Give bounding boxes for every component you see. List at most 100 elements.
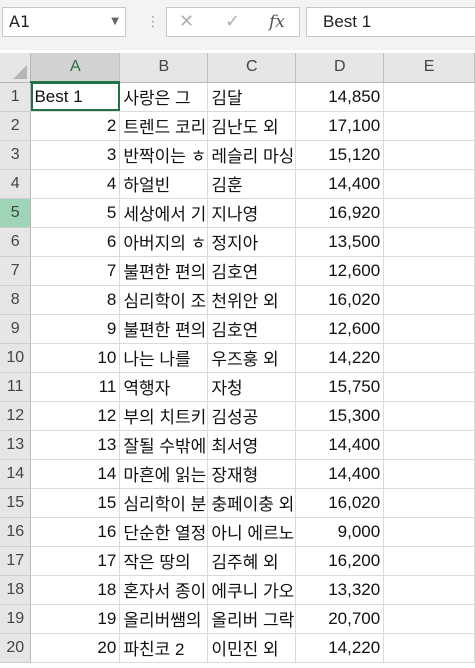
cell-d13[interactable]: 14,400: [295, 430, 385, 460]
name-box[interactable]: A1 ▼: [2, 7, 126, 37]
cell-e3[interactable]: [383, 140, 475, 170]
cell-a6[interactable]: 6: [30, 227, 121, 257]
column-header-e[interactable]: E: [383, 53, 475, 83]
cell-e2[interactable]: [383, 111, 475, 141]
cell-d12[interactable]: 15,300: [295, 401, 385, 431]
cell-c15[interactable]: 충페이충 외: [207, 488, 297, 518]
cell-b16[interactable]: 단순한 열정: [119, 517, 209, 547]
cell-b6[interactable]: 아버지의 ㅎ: [119, 227, 209, 257]
row-header[interactable]: 16: [0, 517, 32, 547]
row-header[interactable]: 13: [0, 430, 32, 460]
cell-a16[interactable]: 16: [30, 517, 121, 547]
cell-a11[interactable]: 11: [30, 372, 121, 402]
cell-a5[interactable]: 5: [30, 198, 121, 228]
row-header[interactable]: 4: [0, 169, 32, 199]
cell-a18[interactable]: 18: [30, 575, 121, 605]
chevron-down-icon[interactable]: ▼: [111, 16, 119, 27]
cell-e7[interactable]: [383, 256, 475, 286]
cell-b18[interactable]: 혼자서 종이: [119, 575, 209, 605]
cell-b5[interactable]: 세상에서 기: [119, 198, 209, 228]
row-header[interactable]: 1: [0, 82, 32, 112]
cell-d14[interactable]: 14,400: [295, 459, 385, 489]
cell-d2[interactable]: 17,100: [295, 111, 385, 141]
cell-b3[interactable]: 반짝이는 ㅎ: [119, 140, 209, 170]
cell-d18[interactable]: 13,320: [295, 575, 385, 605]
cell-c1[interactable]: 김달: [207, 82, 297, 112]
cell-c12[interactable]: 김성공: [207, 401, 297, 431]
cell-a19[interactable]: 19: [30, 604, 121, 634]
cell-c13[interactable]: 최서영: [207, 430, 297, 460]
cell-a7[interactable]: 7: [30, 256, 121, 286]
enter-icon[interactable]: ✓: [225, 11, 241, 32]
row-header[interactable]: 8: [0, 285, 32, 315]
cell-a12[interactable]: 12: [30, 401, 121, 431]
cell-c11[interactable]: 자청: [207, 372, 297, 402]
cell-d11[interactable]: 15,750: [295, 372, 385, 402]
cell-b17[interactable]: 작은 땅의: [119, 546, 209, 576]
cell-b13[interactable]: 잘될 수밖에: [119, 430, 209, 460]
cell-c4[interactable]: 김훈: [207, 169, 297, 199]
cell-c2[interactable]: 김난도 외: [207, 111, 297, 141]
cell-a9[interactable]: 9: [30, 314, 121, 344]
cell-a17[interactable]: 17: [30, 546, 121, 576]
cell-d7[interactable]: 12,600: [295, 256, 385, 286]
cell-d10[interactable]: 14,220: [295, 343, 385, 373]
cell-e19[interactable]: [383, 604, 475, 634]
cell-d3[interactable]: 15,120: [295, 140, 385, 170]
cell-a20[interactable]: 20: [30, 633, 121, 663]
cell-b9[interactable]: 불편한 편의: [119, 314, 209, 344]
cell-e11[interactable]: [383, 372, 475, 402]
cell-e15[interactable]: [383, 488, 475, 518]
row-header[interactable]: 5: [0, 198, 32, 228]
cell-a2[interactable]: 2: [30, 111, 121, 141]
cell-a4[interactable]: 4: [30, 169, 121, 199]
cell-e18[interactable]: [383, 575, 475, 605]
cell-c14[interactable]: 장재형: [207, 459, 297, 489]
cell-c5[interactable]: 지나영: [207, 198, 297, 228]
cell-e16[interactable]: [383, 517, 475, 547]
cell-c16[interactable]: 아니 에르노: [207, 517, 297, 547]
row-header[interactable]: 17: [0, 546, 32, 576]
cell-d16[interactable]: 9,000: [295, 517, 385, 547]
row-header[interactable]: 18: [0, 575, 32, 605]
cell-e1[interactable]: [383, 82, 475, 112]
cell-a3[interactable]: 3: [30, 140, 121, 170]
row-header[interactable]: 15: [0, 488, 32, 518]
cell-d19[interactable]: 20,700: [295, 604, 385, 634]
cell-c8[interactable]: 천위안 외: [207, 285, 297, 315]
row-header[interactable]: 9: [0, 314, 32, 344]
cell-b15[interactable]: 심리학이 분: [119, 488, 209, 518]
cell-c10[interactable]: 우즈훙 외: [207, 343, 297, 373]
cell-a1[interactable]: Best 1: [30, 82, 121, 112]
cell-d15[interactable]: 16,020: [295, 488, 385, 518]
cell-b8[interactable]: 심리학이 조: [119, 285, 209, 315]
cell-e4[interactable]: [383, 169, 475, 199]
cell-c3[interactable]: 레슬리 마싱: [207, 140, 297, 170]
cell-d4[interactable]: 14,400: [295, 169, 385, 199]
cell-c6[interactable]: 정지아: [207, 227, 297, 257]
cell-b1[interactable]: 사랑은 그: [119, 82, 209, 112]
cell-a14[interactable]: 14: [30, 459, 121, 489]
select-all-corner[interactable]: [0, 53, 32, 83]
cell-e12[interactable]: [383, 401, 475, 431]
cancel-icon[interactable]: ✕: [179, 11, 195, 32]
cell-d9[interactable]: 12,600: [295, 314, 385, 344]
insert-function-icon[interactable]: fx: [269, 12, 285, 32]
cell-b11[interactable]: 역행자: [119, 372, 209, 402]
row-header[interactable]: 2: [0, 111, 32, 141]
cell-e5[interactable]: [383, 198, 475, 228]
cell-a8[interactable]: 8: [30, 285, 121, 315]
cell-b12[interactable]: 부의 치트키: [119, 401, 209, 431]
formula-input[interactable]: Best 1: [306, 7, 475, 37]
cell-a15[interactable]: 15: [30, 488, 121, 518]
cell-c9[interactable]: 김호연: [207, 314, 297, 344]
cell-b7[interactable]: 불편한 편의: [119, 256, 209, 286]
row-header[interactable]: 3: [0, 140, 32, 170]
cell-d1[interactable]: 14,850: [295, 82, 385, 112]
cell-e9[interactable]: [383, 314, 475, 344]
cell-d20[interactable]: 14,220: [295, 633, 385, 663]
column-header-a[interactable]: A: [30, 53, 121, 83]
cell-e20[interactable]: [383, 633, 475, 663]
cell-e8[interactable]: [383, 285, 475, 315]
cell-d8[interactable]: 16,020: [295, 285, 385, 315]
